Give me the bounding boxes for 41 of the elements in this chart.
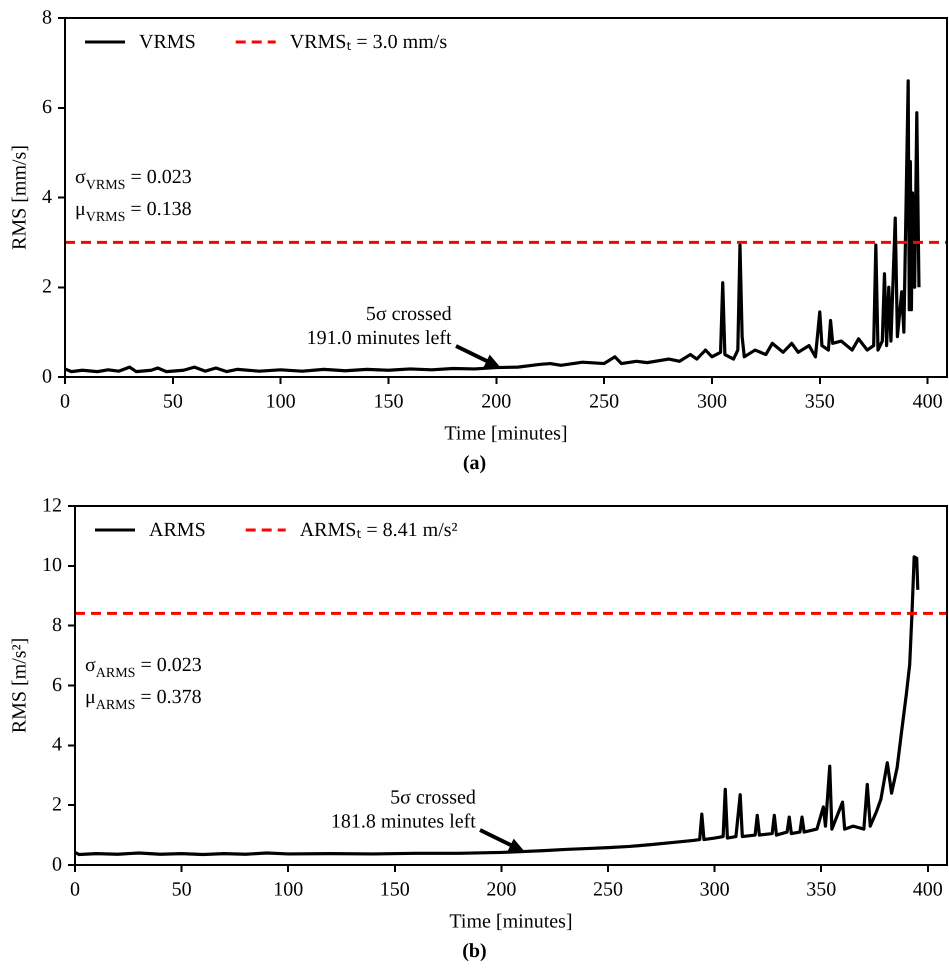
y-axis-title: RMS [mm/s] <box>8 144 30 250</box>
y-tick-label: 4 <box>42 186 52 208</box>
y-tick-label: 6 <box>42 96 52 118</box>
y-axis-title: RMS [m/s²] <box>8 638 30 734</box>
y-tick-label: 8 <box>42 6 52 28</box>
legend-label: ARMSₜ = 8.41 m/s² <box>300 519 458 541</box>
x-axis-title: Time [minutes] <box>444 422 568 444</box>
legend-label: ARMS <box>149 519 206 541</box>
x-tick-label: 250 <box>589 390 620 412</box>
x-tick-label: 300 <box>696 390 727 412</box>
x-tick-label: 100 <box>273 878 304 900</box>
legend-label: VRMSₜ = 3.0 mm/s <box>290 31 448 53</box>
legend-label: VRMS <box>139 31 196 53</box>
y-tick-label: 0 <box>52 853 62 876</box>
x-tick-label: 400 <box>912 878 943 900</box>
x-tick-label: 150 <box>380 878 410 900</box>
y-tick-label: 2 <box>42 276 52 298</box>
x-tick-label: 150 <box>373 390 404 412</box>
x-tick-label: 350 <box>806 878 836 900</box>
x-tick-label: 300 <box>700 878 730 900</box>
y-tick-label: 8 <box>52 614 62 636</box>
text: (b) <box>461 940 488 963</box>
y-tick-label: 4 <box>52 734 62 756</box>
x-tick-label: 200 <box>486 878 516 900</box>
y-tick-label: 6 <box>52 674 62 696</box>
x-axis-title: Time [minutes] <box>449 910 573 932</box>
x-tick-label: 400 <box>912 390 943 412</box>
x-tick-label: 100 <box>266 390 296 412</box>
annotation: 5σ crossed 181.8 minutes left <box>330 786 476 833</box>
y-tick-label: 0 <box>42 365 52 388</box>
x-tick-label: 50 <box>172 878 192 900</box>
y-tick-label: 2 <box>52 793 62 816</box>
x-tick-label: 200 <box>481 390 512 412</box>
text: (a) <box>462 452 488 475</box>
x-tick-label: 350 <box>804 390 835 412</box>
x-tick-label: 50 <box>162 390 183 412</box>
x-tick-label: 0 <box>70 878 80 900</box>
annotation: 5σ crossed 191.0 minutes left <box>306 303 452 350</box>
x-tick-label: 250 <box>593 878 624 900</box>
y-tick-label: 12 <box>42 494 62 516</box>
y-tick-label: 10 <box>42 554 62 576</box>
